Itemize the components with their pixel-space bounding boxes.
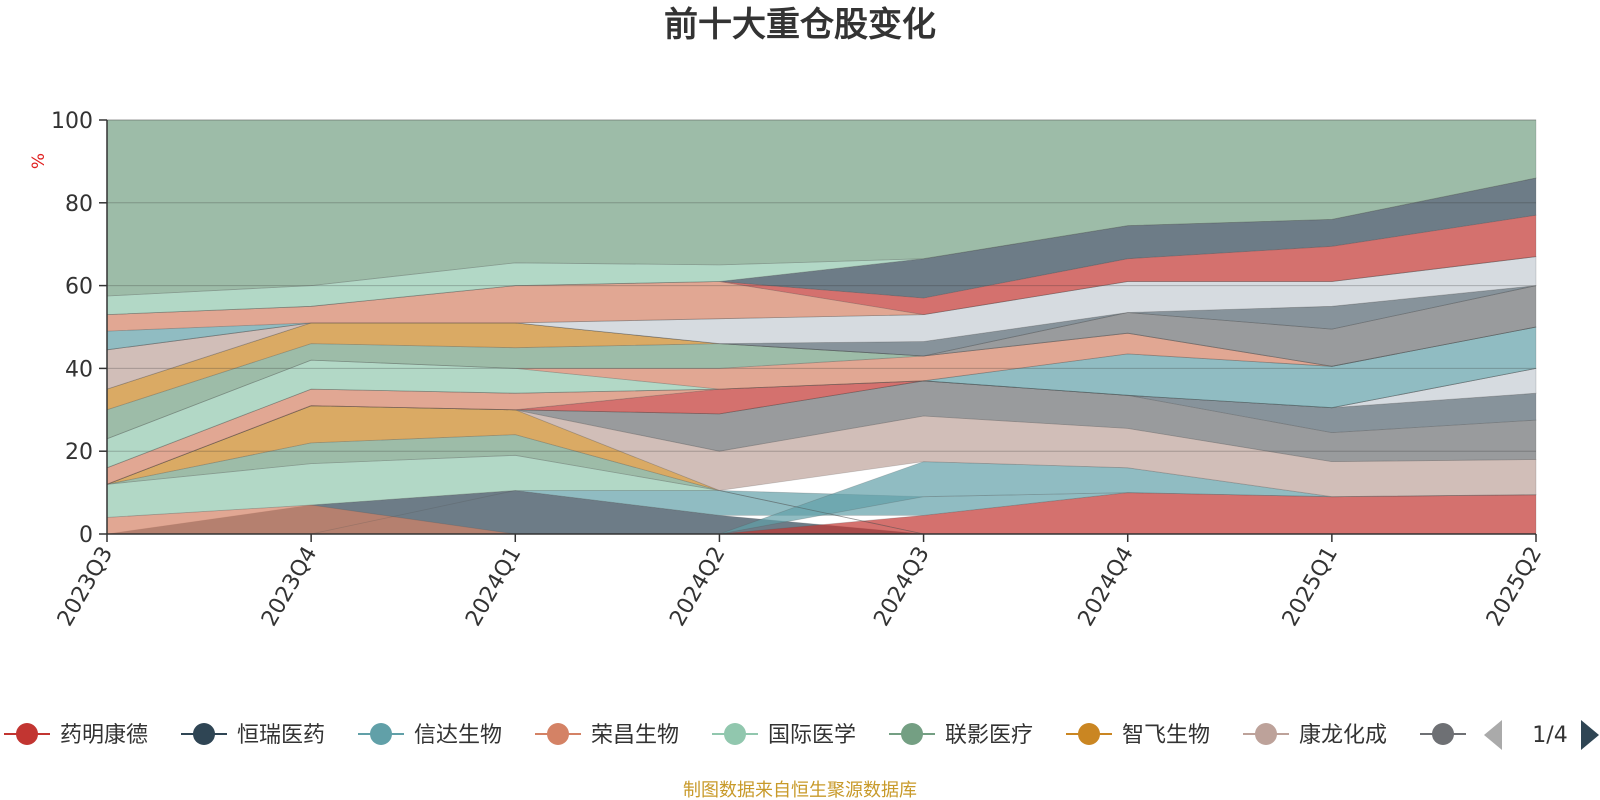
legend-marker: [724, 723, 746, 745]
legend-prev-page-icon[interactable]: [1484, 720, 1502, 750]
legend-page-indicator: 1/4: [1532, 723, 1567, 748]
area-band: [106, 434, 1536, 535]
y-tick-label: 40: [65, 357, 93, 382]
area-band: [106, 367, 1537, 485]
area-band: [106, 405, 1537, 498]
legend-marker: [901, 723, 923, 745]
legend-label: 国际医学: [768, 723, 856, 748]
y-tick-label: 100: [51, 109, 93, 134]
x-tick-label: 2024Q1: [461, 543, 526, 631]
legend: 药明康德 恒瑞医药 信达生物 荣昌生物 国际医学 联影医疗 智飞生物 康龙化成 1/4: [4, 712, 1600, 758]
area-band: [106, 380, 1537, 485]
legend-item[interactable]: 智飞生物: [1066, 723, 1210, 748]
y-tick-label: 20: [65, 440, 93, 465]
area-band: [106, 380, 1537, 485]
legend-label: 恒瑞医药: [237, 723, 325, 748]
legend-item[interactable]: 恒瑞医药: [181, 723, 325, 748]
area-band: [106, 405, 1536, 535]
legend-label: 康龙化成: [1299, 723, 1387, 748]
y-tick-label: 0: [79, 523, 93, 548]
y-tick-label: 80: [65, 192, 93, 217]
legend-item[interactable]: 康龙化成: [1243, 723, 1387, 748]
legend-marker: [16, 723, 38, 745]
legend-marker: [1078, 723, 1100, 745]
legend-item[interactable]: [1420, 723, 1466, 745]
x-tick-label: 2024Q4: [1074, 543, 1139, 631]
legend-label: 药明康德: [60, 723, 148, 748]
x-tick-label: 2024Q3: [869, 543, 934, 631]
legend-marker: [1432, 723, 1454, 745]
x-tick-label: 2025Q1: [1278, 543, 1343, 631]
legend-next-page-icon[interactable]: [1581, 720, 1599, 750]
legend-marker: [370, 723, 392, 745]
chart-title: 前十大重仓股变化: [664, 5, 936, 45]
y-axis-unit-label: %: [29, 153, 49, 169]
x-tick-label: 2024Q2: [665, 543, 730, 631]
y-tick-label: 60: [65, 275, 93, 300]
legend-marker: [1255, 723, 1277, 745]
legend-label: 智飞生物: [1122, 723, 1210, 748]
plot-area: [106, 119, 1537, 535]
legend-label: 信达生物: [414, 723, 502, 748]
legend-item[interactable]: 信达生物: [358, 723, 502, 748]
x-tick-label: 2023Q3: [53, 543, 118, 631]
area-band: [106, 119, 1537, 297]
legend-marker: [547, 723, 569, 745]
legend-item[interactable]: 国际医学: [712, 723, 856, 748]
legend-item[interactable]: 荣昌生物: [535, 723, 679, 748]
source-note: 制图数据来自恒生聚源数据库: [683, 780, 917, 800]
legend-label: 荣昌生物: [591, 723, 679, 748]
area-band: [106, 285, 1537, 390]
x-tick-label: 2025Q2: [1482, 543, 1547, 631]
legend-item[interactable]: 联影医疗: [889, 723, 1033, 748]
x-tick-label: 2023Q4: [257, 543, 322, 631]
legend-marker: [193, 723, 215, 745]
legend-item[interactable]: 药明康德: [4, 723, 148, 748]
legend-label: 联影医疗: [945, 723, 1033, 748]
